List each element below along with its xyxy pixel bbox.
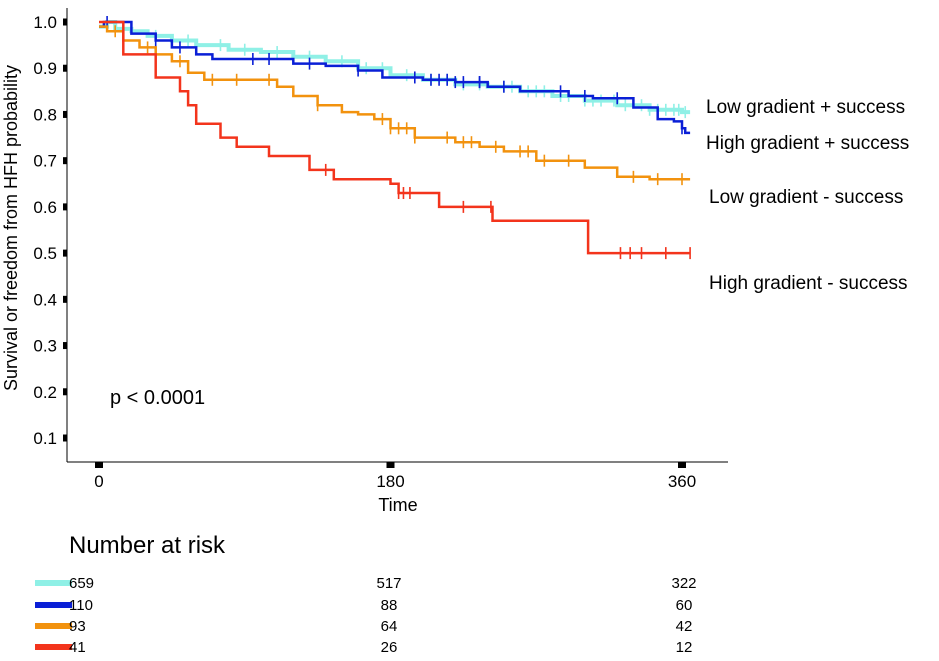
- risk-table-value: 41: [69, 639, 86, 656]
- y-axis-title: Survival or freedom from HFH probability: [1, 65, 21, 391]
- y-tick-label: 0.3: [33, 337, 57, 356]
- x-axis-title: Time: [378, 495, 417, 515]
- risk-table-value: 26: [381, 639, 398, 656]
- series-label-3: Low gradient - success: [709, 187, 903, 208]
- risk-table-value: 110: [69, 597, 93, 614]
- y-tick-label: 0.9: [33, 59, 57, 78]
- series-label-2: High gradient + success: [706, 133, 909, 154]
- series-label-1: Low gradient + success: [706, 97, 905, 118]
- x-tick-label: 360: [668, 472, 696, 491]
- risk-table-value: 659: [69, 575, 94, 592]
- series-line-2: [99, 20, 691, 135]
- risk-table-value: 88: [381, 597, 398, 614]
- risk-table-value: 93: [69, 618, 86, 635]
- series-line-3: [99, 25, 691, 181]
- p-value-annotation: p < 0.0001: [110, 387, 205, 409]
- risk-table-value: 322: [671, 575, 696, 592]
- risk-table-value: 517: [376, 575, 401, 592]
- y-tick-label: 0.2: [33, 383, 57, 402]
- y-tick-label: 0.4: [33, 290, 57, 309]
- y-tick-label: 1.0: [33, 13, 57, 32]
- risk-table-value: 12: [676, 639, 693, 656]
- risk-table-title: Number at risk: [69, 532, 226, 559]
- y-tick-label: 0.6: [33, 198, 57, 217]
- y-tick-label: 0.5: [33, 244, 57, 263]
- series-label-4: High gradient - success: [709, 273, 908, 294]
- risk-table-value: 60: [676, 597, 693, 614]
- y-tick-label: 0.8: [33, 105, 57, 124]
- risk-table-value: 42: [676, 618, 693, 635]
- risk-table-value: 64: [381, 618, 398, 635]
- x-tick-label: 180: [376, 472, 404, 491]
- x-tick-label: 0: [94, 472, 103, 491]
- y-tick-label: 0.1: [33, 429, 57, 448]
- series-line-4: [99, 20, 691, 255]
- y-tick-label: 0.7: [33, 152, 57, 171]
